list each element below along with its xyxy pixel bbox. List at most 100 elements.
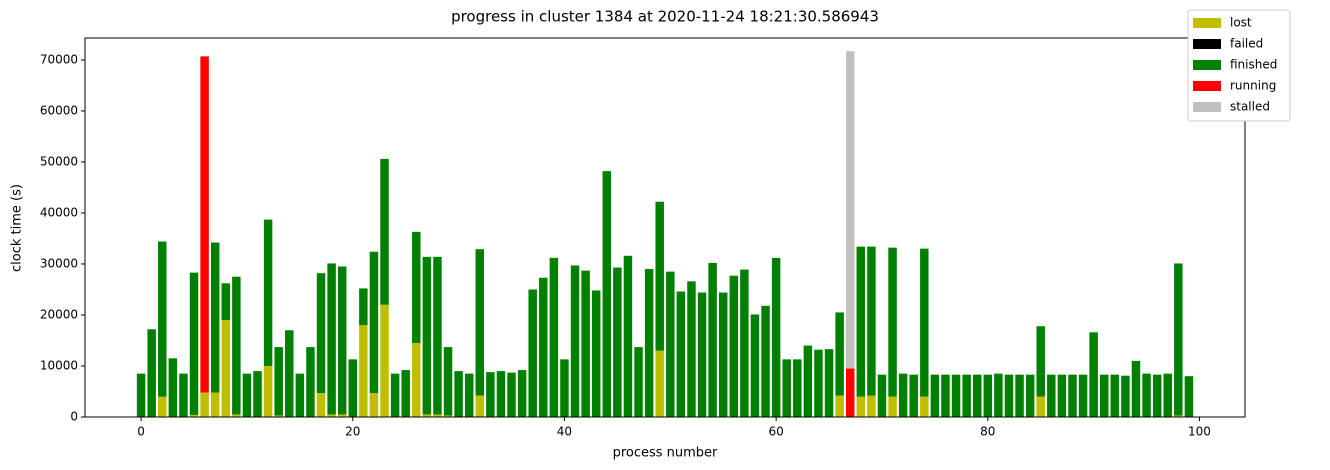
- bar-segment: [856, 396, 866, 417]
- bar-segment: [613, 267, 622, 417]
- bar-segment: [920, 396, 929, 417]
- bar-segment: [179, 373, 188, 417]
- bar-segment: [570, 265, 580, 417]
- bar-segment: [930, 374, 940, 417]
- bar-segment: [941, 374, 950, 417]
- bar-segment: [464, 373, 474, 417]
- bar-segment: [1142, 373, 1151, 417]
- bar-segment: [443, 415, 453, 417]
- bar-segment: [337, 266, 347, 415]
- bar-segment: [274, 347, 283, 416]
- bar-segment: [1163, 373, 1172, 417]
- bar-segment: [274, 415, 283, 417]
- legend-swatch: [1193, 39, 1221, 49]
- bar-segment: [782, 359, 791, 417]
- bar-segment: [708, 262, 717, 417]
- legend-box: [1187, 9, 1291, 122]
- bar-segment: [740, 269, 749, 417]
- bar-segment: [718, 292, 728, 417]
- chart-title: progress in cluster 1384 at 2020-11-24 1…: [451, 8, 879, 26]
- x-tick-label: 40: [557, 425, 572, 439]
- bar-segment: [507, 372, 516, 417]
- bar-segment: [655, 350, 664, 417]
- bars: [136, 51, 1194, 417]
- bar-segment: [888, 247, 897, 397]
- bar-segment: [200, 56, 209, 393]
- bar-segment: [634, 347, 643, 417]
- bar-segment: [581, 270, 590, 417]
- bar-segment: [369, 393, 379, 417]
- bar-segment: [422, 414, 432, 417]
- bar-segment: [951, 374, 961, 417]
- bar-segment: [845, 51, 855, 369]
- bar-segment: [793, 359, 802, 417]
- bar-segment: [591, 290, 601, 417]
- bar-segment: [1015, 374, 1024, 417]
- bar-segment: [972, 374, 982, 417]
- bar-segment: [835, 395, 844, 417]
- bar-segment: [136, 373, 146, 417]
- bar-segment: [210, 392, 220, 417]
- bar-segment: [348, 359, 358, 417]
- bar-segment: [729, 275, 739, 417]
- bar-segment: [1174, 263, 1183, 416]
- bar-segment: [306, 347, 315, 417]
- bar-segment: [1068, 374, 1077, 417]
- y-axis-label: clock time (s): [10, 184, 25, 272]
- bar-segment: [486, 372, 495, 417]
- y-tick-label: 60000: [40, 103, 78, 117]
- bar-segment: [168, 358, 178, 417]
- bar-segment: [1184, 376, 1194, 417]
- bar-segment: [1047, 374, 1056, 417]
- bar-segment: [888, 396, 897, 417]
- bar-segment: [475, 395, 485, 417]
- bar-segment: [263, 219, 273, 366]
- bar-segment: [1131, 360, 1141, 417]
- bar-segment: [835, 312, 844, 396]
- bar-segment: [221, 320, 230, 417]
- bar-segment: [433, 414, 442, 417]
- y-tick-label: 50000: [40, 154, 78, 168]
- bar-segment: [242, 373, 252, 417]
- bar-segment: [1174, 415, 1183, 417]
- bar-segment: [898, 373, 908, 417]
- bar-segment: [158, 241, 167, 397]
- x-tick-label: 80: [980, 425, 995, 439]
- legend-label: failed: [1230, 37, 1263, 51]
- bar-segment: [475, 249, 485, 396]
- bar-segment: [359, 288, 368, 326]
- bar-segment: [412, 343, 421, 417]
- bar-segment: [539, 277, 548, 417]
- bar-segment: [560, 359, 569, 417]
- bar-segment: [263, 365, 273, 417]
- bar-segment: [1089, 332, 1098, 417]
- bar-segment: [994, 373, 1003, 417]
- bar-segment: [285, 330, 294, 417]
- bar-segment: [433, 256, 442, 415]
- bar-segment: [1121, 375, 1130, 417]
- bar-segment: [750, 314, 760, 417]
- bar-segment: [295, 373, 305, 417]
- legend-swatch: [1193, 102, 1221, 112]
- x-tick-label: 60: [768, 425, 783, 439]
- axes: 0 10000 20000 30000 40000 50000 60000 70000 0 20 4…: [40, 37, 1246, 439]
- bar-segment: [644, 269, 654, 417]
- bar-segment: [253, 371, 262, 417]
- bar-segment: [401, 370, 410, 417]
- bar-segment: [327, 263, 336, 415]
- bar-segment: [655, 201, 664, 351]
- legend-swatch: [1193, 81, 1221, 91]
- bar-segment: [1110, 374, 1120, 417]
- x-tick-label: 100: [1188, 425, 1211, 439]
- bar-segment: [856, 246, 866, 397]
- bar-segment: [232, 414, 241, 417]
- bar-segment: [380, 304, 389, 417]
- legend-swatch: [1193, 60, 1221, 70]
- bar-segment: [528, 289, 537, 417]
- bar-segment: [443, 347, 453, 416]
- bar-segment: [761, 305, 770, 417]
- bar-segment: [390, 373, 400, 417]
- legend: lost failed finished running stalled: [1187, 9, 1291, 122]
- bar-segment: [771, 257, 781, 417]
- bar-segment: [824, 349, 834, 417]
